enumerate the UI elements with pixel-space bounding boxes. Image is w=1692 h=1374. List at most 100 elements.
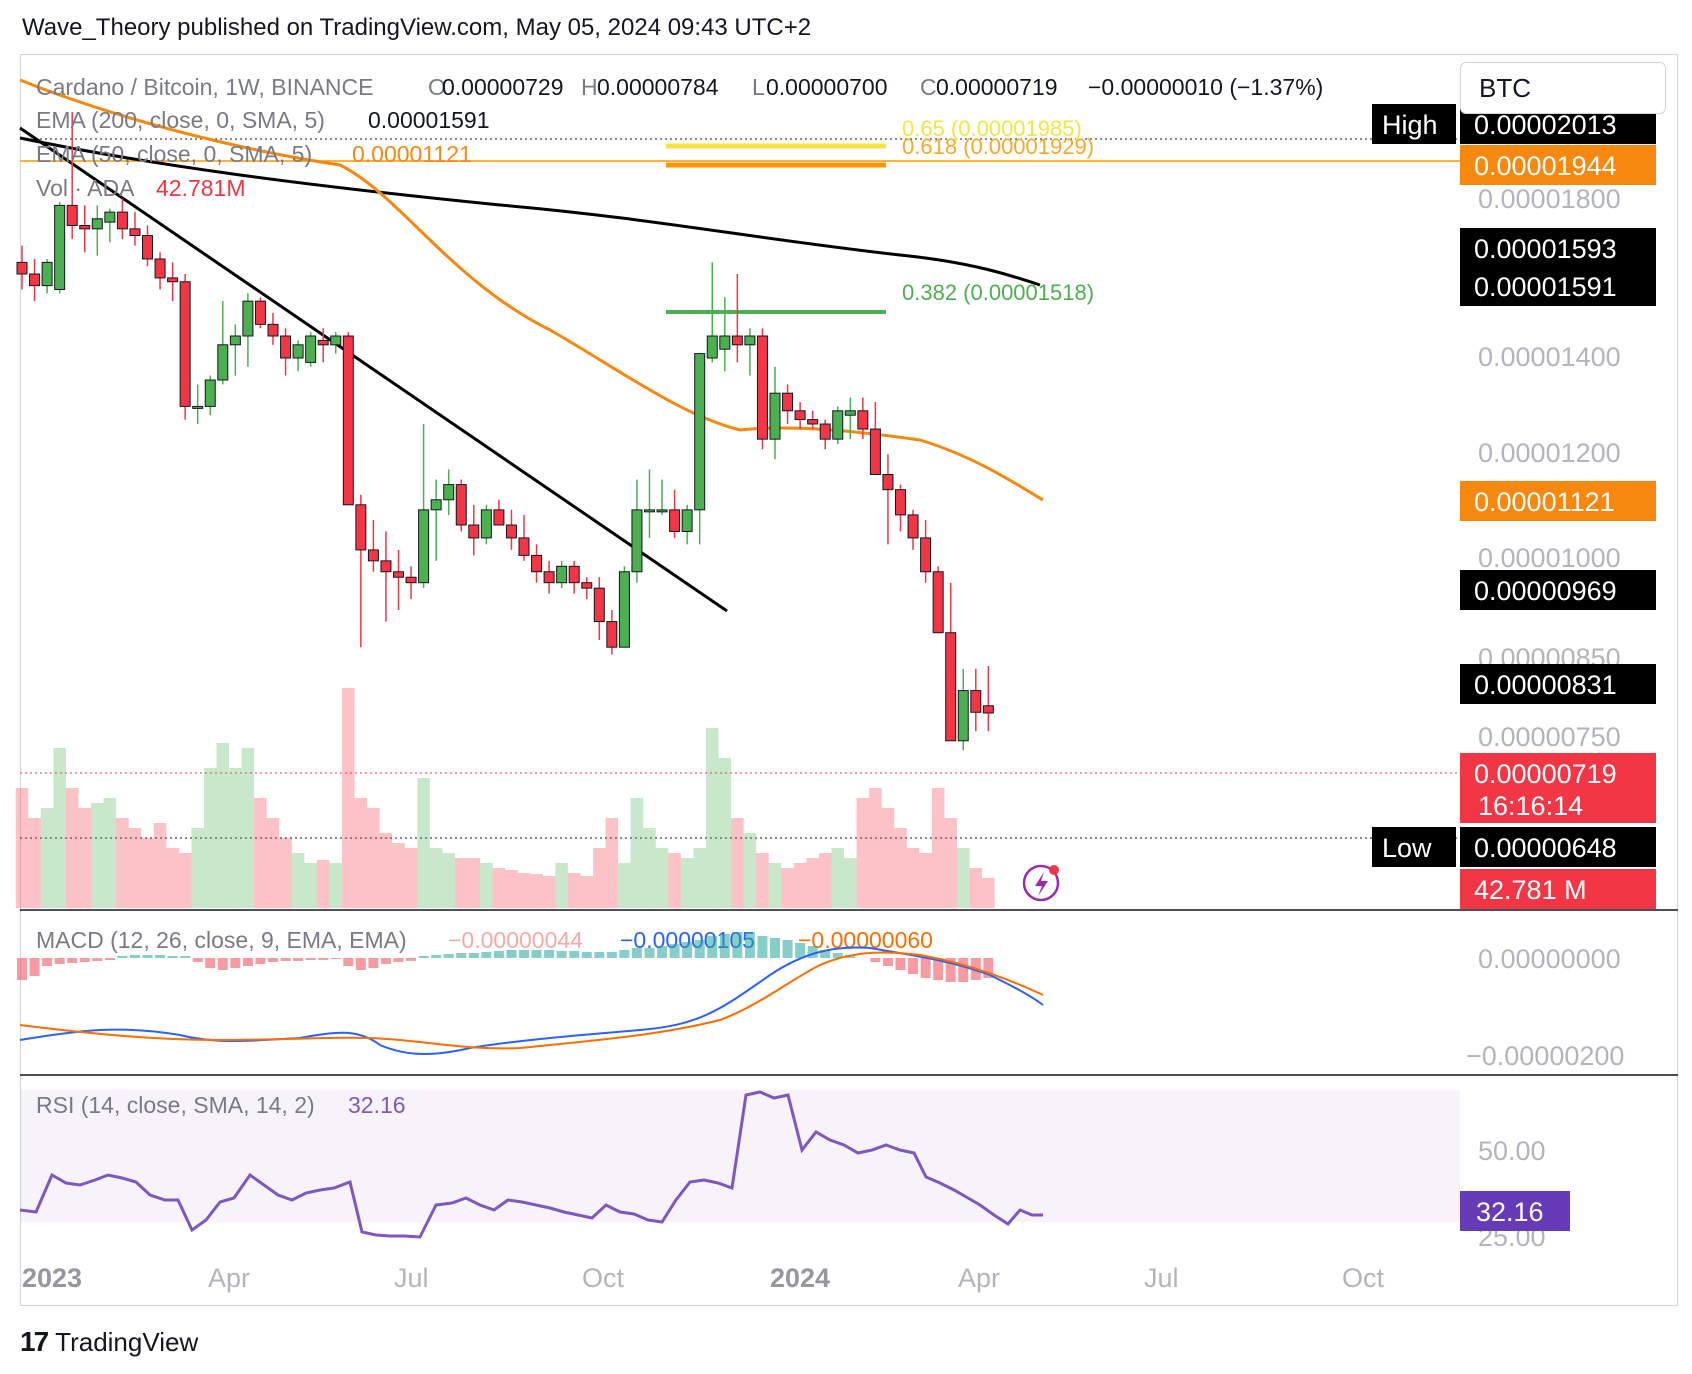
macd-hist-bar-48 bbox=[619, 950, 630, 958]
macd-hist-bar-53 bbox=[682, 942, 693, 958]
legend-o-value: 0.00000729 bbox=[442, 74, 564, 100]
volume-bar-73 bbox=[931, 788, 945, 908]
price-tag-label-bg-0 bbox=[1372, 104, 1456, 144]
volume-bar-1 bbox=[28, 818, 41, 908]
macd-hist-bar-35 bbox=[456, 953, 467, 958]
time-tick-6: Jul bbox=[1144, 1263, 1179, 1293]
macd-hist-bar-15 bbox=[205, 958, 216, 968]
candle-body-65 bbox=[832, 410, 844, 440]
candle-body-69 bbox=[882, 474, 894, 491]
volume-bar-27 bbox=[354, 798, 368, 908]
macd-hist-bar-51 bbox=[657, 946, 668, 958]
macd-hist-bar-1 bbox=[29, 958, 40, 976]
volume-bar-33 bbox=[429, 848, 443, 908]
macd-hist-bar-8 bbox=[117, 956, 128, 958]
price-tick-5: 0.00000750 bbox=[1478, 722, 1621, 752]
candle-body-29 bbox=[380, 560, 392, 573]
volume-bar-25 bbox=[329, 863, 343, 908]
volume-bar-57 bbox=[731, 818, 744, 908]
macd-hist-bar-20 bbox=[268, 958, 278, 962]
candle-body-50 bbox=[644, 509, 655, 513]
volume-bar-67 bbox=[856, 798, 870, 908]
legend-ema200-label: EMA (200, close, 0, SMA, 5) bbox=[36, 107, 325, 133]
macd-hist-bar-21 bbox=[280, 958, 291, 961]
volume-bar-18 bbox=[241, 748, 255, 908]
legend-c-label: C bbox=[920, 74, 937, 100]
rsi-value-tag: 32.16 bbox=[1476, 1197, 1544, 1227]
volume-bar-22 bbox=[291, 853, 305, 908]
candle-body-6 bbox=[91, 218, 103, 230]
macd-hist-bar-14 bbox=[192, 958, 203, 962]
candle-body-56 bbox=[719, 335, 731, 350]
candle-body-7 bbox=[104, 211, 116, 223]
price-tag-bg-2 bbox=[1460, 228, 1656, 268]
candle-body-27 bbox=[355, 504, 367, 551]
candle-body-68 bbox=[869, 428, 881, 475]
volume-bar-6 bbox=[91, 803, 104, 908]
publisher-line: Wave_Theory published on TradingView.com… bbox=[22, 14, 812, 41]
rsi-label: RSI (14, close, SMA, 14, 2) bbox=[36, 1092, 315, 1118]
price-tag-value-9: 42.781 M bbox=[1474, 875, 1587, 905]
macd-hist-value: −0.00000044 bbox=[448, 927, 583, 953]
macd-hist-bar-37 bbox=[481, 952, 492, 958]
price-tag-value-4: 0.00001121 bbox=[1474, 487, 1615, 517]
candle-body-20 bbox=[267, 323, 279, 337]
volume-bar-19 bbox=[254, 798, 267, 908]
candle-body-23 bbox=[305, 335, 317, 363]
volume-bar-56 bbox=[718, 758, 732, 908]
fib-0618-label: 0.618 (0.00001929) bbox=[902, 134, 1094, 159]
volume-bar-41 bbox=[530, 874, 543, 908]
candle-body-1 bbox=[29, 273, 41, 287]
macd-hist-bar-6 bbox=[92, 958, 103, 961]
volume-bar-42 bbox=[542, 876, 556, 908]
candle-body-0 bbox=[16, 261, 28, 275]
macd-hist-bar-40 bbox=[519, 950, 529, 958]
macd-hist-bar-69 bbox=[882, 958, 893, 966]
lightning-bolt-icon bbox=[1035, 872, 1048, 896]
price-tag-value-2: 0.00001593 bbox=[1474, 234, 1617, 264]
candle-body-55 bbox=[706, 335, 718, 359]
macd-hist-bar-2 bbox=[42, 958, 53, 966]
macd-hist-bar-47 bbox=[606, 952, 617, 958]
volume-bar-31 bbox=[404, 848, 418, 908]
volume-bar-16 bbox=[216, 743, 230, 908]
macd-hist-bar-12 bbox=[167, 956, 178, 958]
signal-line bbox=[19, 951, 1044, 1050]
candle-body-2 bbox=[41, 261, 53, 287]
legend-h-value: 0.00000784 bbox=[597, 74, 719, 100]
volume-bar-44 bbox=[567, 873, 581, 908]
volume-bar-13 bbox=[178, 853, 192, 908]
macd-hist-bar-55 bbox=[707, 936, 718, 958]
macd-hist-bar-61 bbox=[782, 940, 793, 958]
macd-hist-bar-42 bbox=[544, 950, 555, 958]
candle-body-14 bbox=[192, 405, 204, 409]
candle-body-67 bbox=[857, 410, 869, 430]
candle-body-43 bbox=[556, 565, 568, 584]
volume-bar-66 bbox=[844, 858, 857, 908]
macd-hist-bar-32 bbox=[418, 956, 429, 958]
volume-bar-11 bbox=[153, 823, 167, 908]
volume-bar-70 bbox=[894, 828, 907, 908]
alert-dot-icon bbox=[1049, 865, 1059, 875]
volume-bar-37 bbox=[480, 863, 493, 908]
candle-body-10 bbox=[142, 235, 153, 260]
candle-body-17 bbox=[229, 335, 241, 346]
legend-h-label: H bbox=[581, 74, 598, 100]
price-tag-value-0: 0.00002013 bbox=[1474, 110, 1617, 140]
time-tick-5: Apr bbox=[958, 1263, 1000, 1293]
macd-hist-bar-11 bbox=[155, 955, 166, 958]
ema200-line bbox=[19, 136, 1041, 287]
currency-selector-button[interactable]: BTC bbox=[1460, 62, 1666, 114]
candle-body-57 bbox=[731, 335, 743, 346]
volume-bar-60 bbox=[768, 863, 782, 908]
macd-hist-bar-17 bbox=[230, 958, 241, 968]
volume-bar-29 bbox=[379, 833, 393, 908]
macd-hist-bar-33 bbox=[431, 955, 442, 958]
candle-body-60 bbox=[769, 392, 781, 440]
volume-bar-24 bbox=[316, 860, 330, 908]
candle-body-28 bbox=[367, 549, 379, 562]
volume-bar-40 bbox=[517, 873, 531, 908]
candle-body-76 bbox=[970, 690, 982, 713]
volume-bar-59 bbox=[756, 853, 769, 908]
